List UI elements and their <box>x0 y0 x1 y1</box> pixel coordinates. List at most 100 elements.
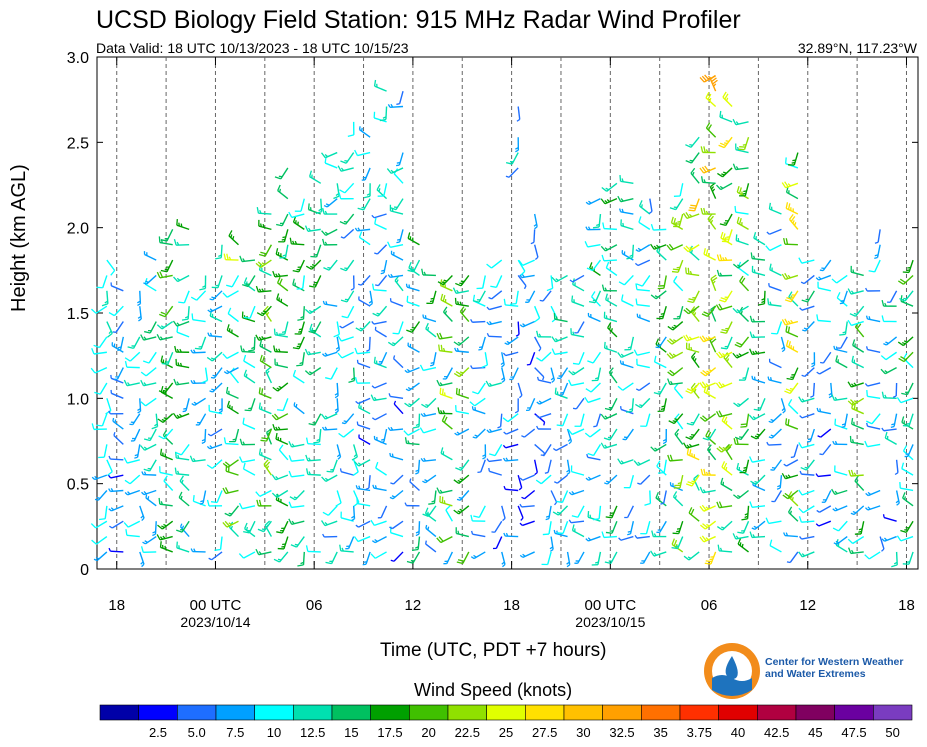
colorbar-label: 15 <box>344 725 358 740</box>
wind-barb <box>837 336 848 349</box>
wind-barb <box>566 551 571 568</box>
wind-barb <box>788 398 799 415</box>
wind-barb <box>667 454 683 462</box>
wind-barb <box>572 351 585 365</box>
wind-barb <box>815 520 832 527</box>
wind-barb <box>179 523 190 538</box>
wind-barb <box>588 290 602 304</box>
wind-barb <box>371 283 387 292</box>
wind-barb <box>176 520 190 533</box>
wind-barb <box>304 225 321 232</box>
wind-barb <box>557 367 569 380</box>
wind-barb <box>488 444 503 457</box>
wind-barb <box>207 305 223 313</box>
wind-barb <box>785 325 799 338</box>
wind-barb <box>536 425 552 430</box>
wind-barb <box>478 336 486 351</box>
wind-barb <box>142 535 157 545</box>
wind-barb <box>421 397 437 409</box>
wind-barb <box>734 205 749 215</box>
wind-barb <box>94 490 108 501</box>
wind-barb <box>351 505 356 522</box>
wind-barb <box>106 259 116 276</box>
wind-barb <box>517 259 526 277</box>
wind-barb <box>387 103 404 108</box>
wind-barb <box>108 505 124 512</box>
wind-barb <box>477 459 486 473</box>
wind-barb <box>690 351 700 369</box>
wind-barb <box>470 530 486 538</box>
wind-barb <box>671 536 684 550</box>
wind-barb <box>753 232 766 246</box>
wind-barb <box>486 428 502 434</box>
wind-barb <box>533 459 538 476</box>
colorbar-label: 5.0 <box>188 725 206 740</box>
page-title: UCSD Biology Field Station: 915 MHz Rada… <box>96 6 741 34</box>
wind-barb <box>407 342 420 353</box>
wind-barb <box>173 274 190 283</box>
wind-barb <box>732 118 749 126</box>
wind-barb <box>568 367 585 376</box>
wind-barb <box>901 382 914 396</box>
wind-barb <box>90 520 108 529</box>
wind-barb <box>699 535 716 543</box>
wind-barb <box>673 183 684 197</box>
wind-barb <box>356 359 371 369</box>
wind-barb <box>640 413 651 427</box>
wind-barb <box>336 444 342 460</box>
wind-barb <box>657 275 667 290</box>
wind-barb <box>896 397 914 404</box>
wind-barb <box>357 198 371 211</box>
wind-barb <box>124 474 141 485</box>
wind-barb <box>650 243 667 250</box>
wind-barb <box>701 305 717 318</box>
wind-barb <box>683 551 700 561</box>
wind-barb <box>683 305 700 315</box>
colorbar-swatch <box>795 704 835 721</box>
wind-barb <box>389 452 404 461</box>
wind-barb <box>839 321 848 336</box>
wind-barb <box>751 375 766 384</box>
colorbar-swatch <box>293 704 333 721</box>
wind-barb <box>585 474 601 481</box>
wind-barb <box>497 413 503 429</box>
wind-barb <box>258 387 272 399</box>
wind-barb <box>786 367 799 381</box>
wind-barb <box>881 315 897 323</box>
wind-barb <box>392 355 404 369</box>
wind-barb <box>821 490 832 503</box>
wind-barb <box>732 305 749 314</box>
wind-barb <box>617 195 634 203</box>
wind-barb <box>239 438 255 446</box>
wind-barb <box>749 501 766 508</box>
wind-barb <box>404 366 420 374</box>
wind-barb <box>123 379 140 387</box>
wind-barb <box>660 490 667 505</box>
wind-barb <box>591 551 602 566</box>
wind-barb <box>880 351 898 361</box>
wind-barb <box>137 290 142 307</box>
wind-barb <box>388 393 404 400</box>
wind-barb <box>91 305 108 314</box>
wind-barb <box>488 290 503 300</box>
wind-barb <box>719 213 733 227</box>
wind-barb <box>491 520 503 533</box>
colorbar-label: 42.5 <box>764 725 789 740</box>
wind-barb <box>296 352 305 367</box>
wind-barb <box>387 241 404 249</box>
wind-barb <box>533 305 541 323</box>
wind-barb <box>650 224 667 231</box>
wind-barb <box>633 459 651 467</box>
wind-barb <box>243 520 256 534</box>
wind-barb <box>503 428 519 435</box>
wind-barb <box>500 352 505 368</box>
wind-barb <box>839 290 848 305</box>
wind-barb <box>550 305 558 323</box>
wind-barb <box>600 198 618 205</box>
wind-barb <box>375 275 388 287</box>
wind-barb <box>406 321 421 333</box>
wind-barb <box>226 400 239 415</box>
wind-barb <box>437 407 453 415</box>
colorbar-swatch <box>525 704 565 721</box>
